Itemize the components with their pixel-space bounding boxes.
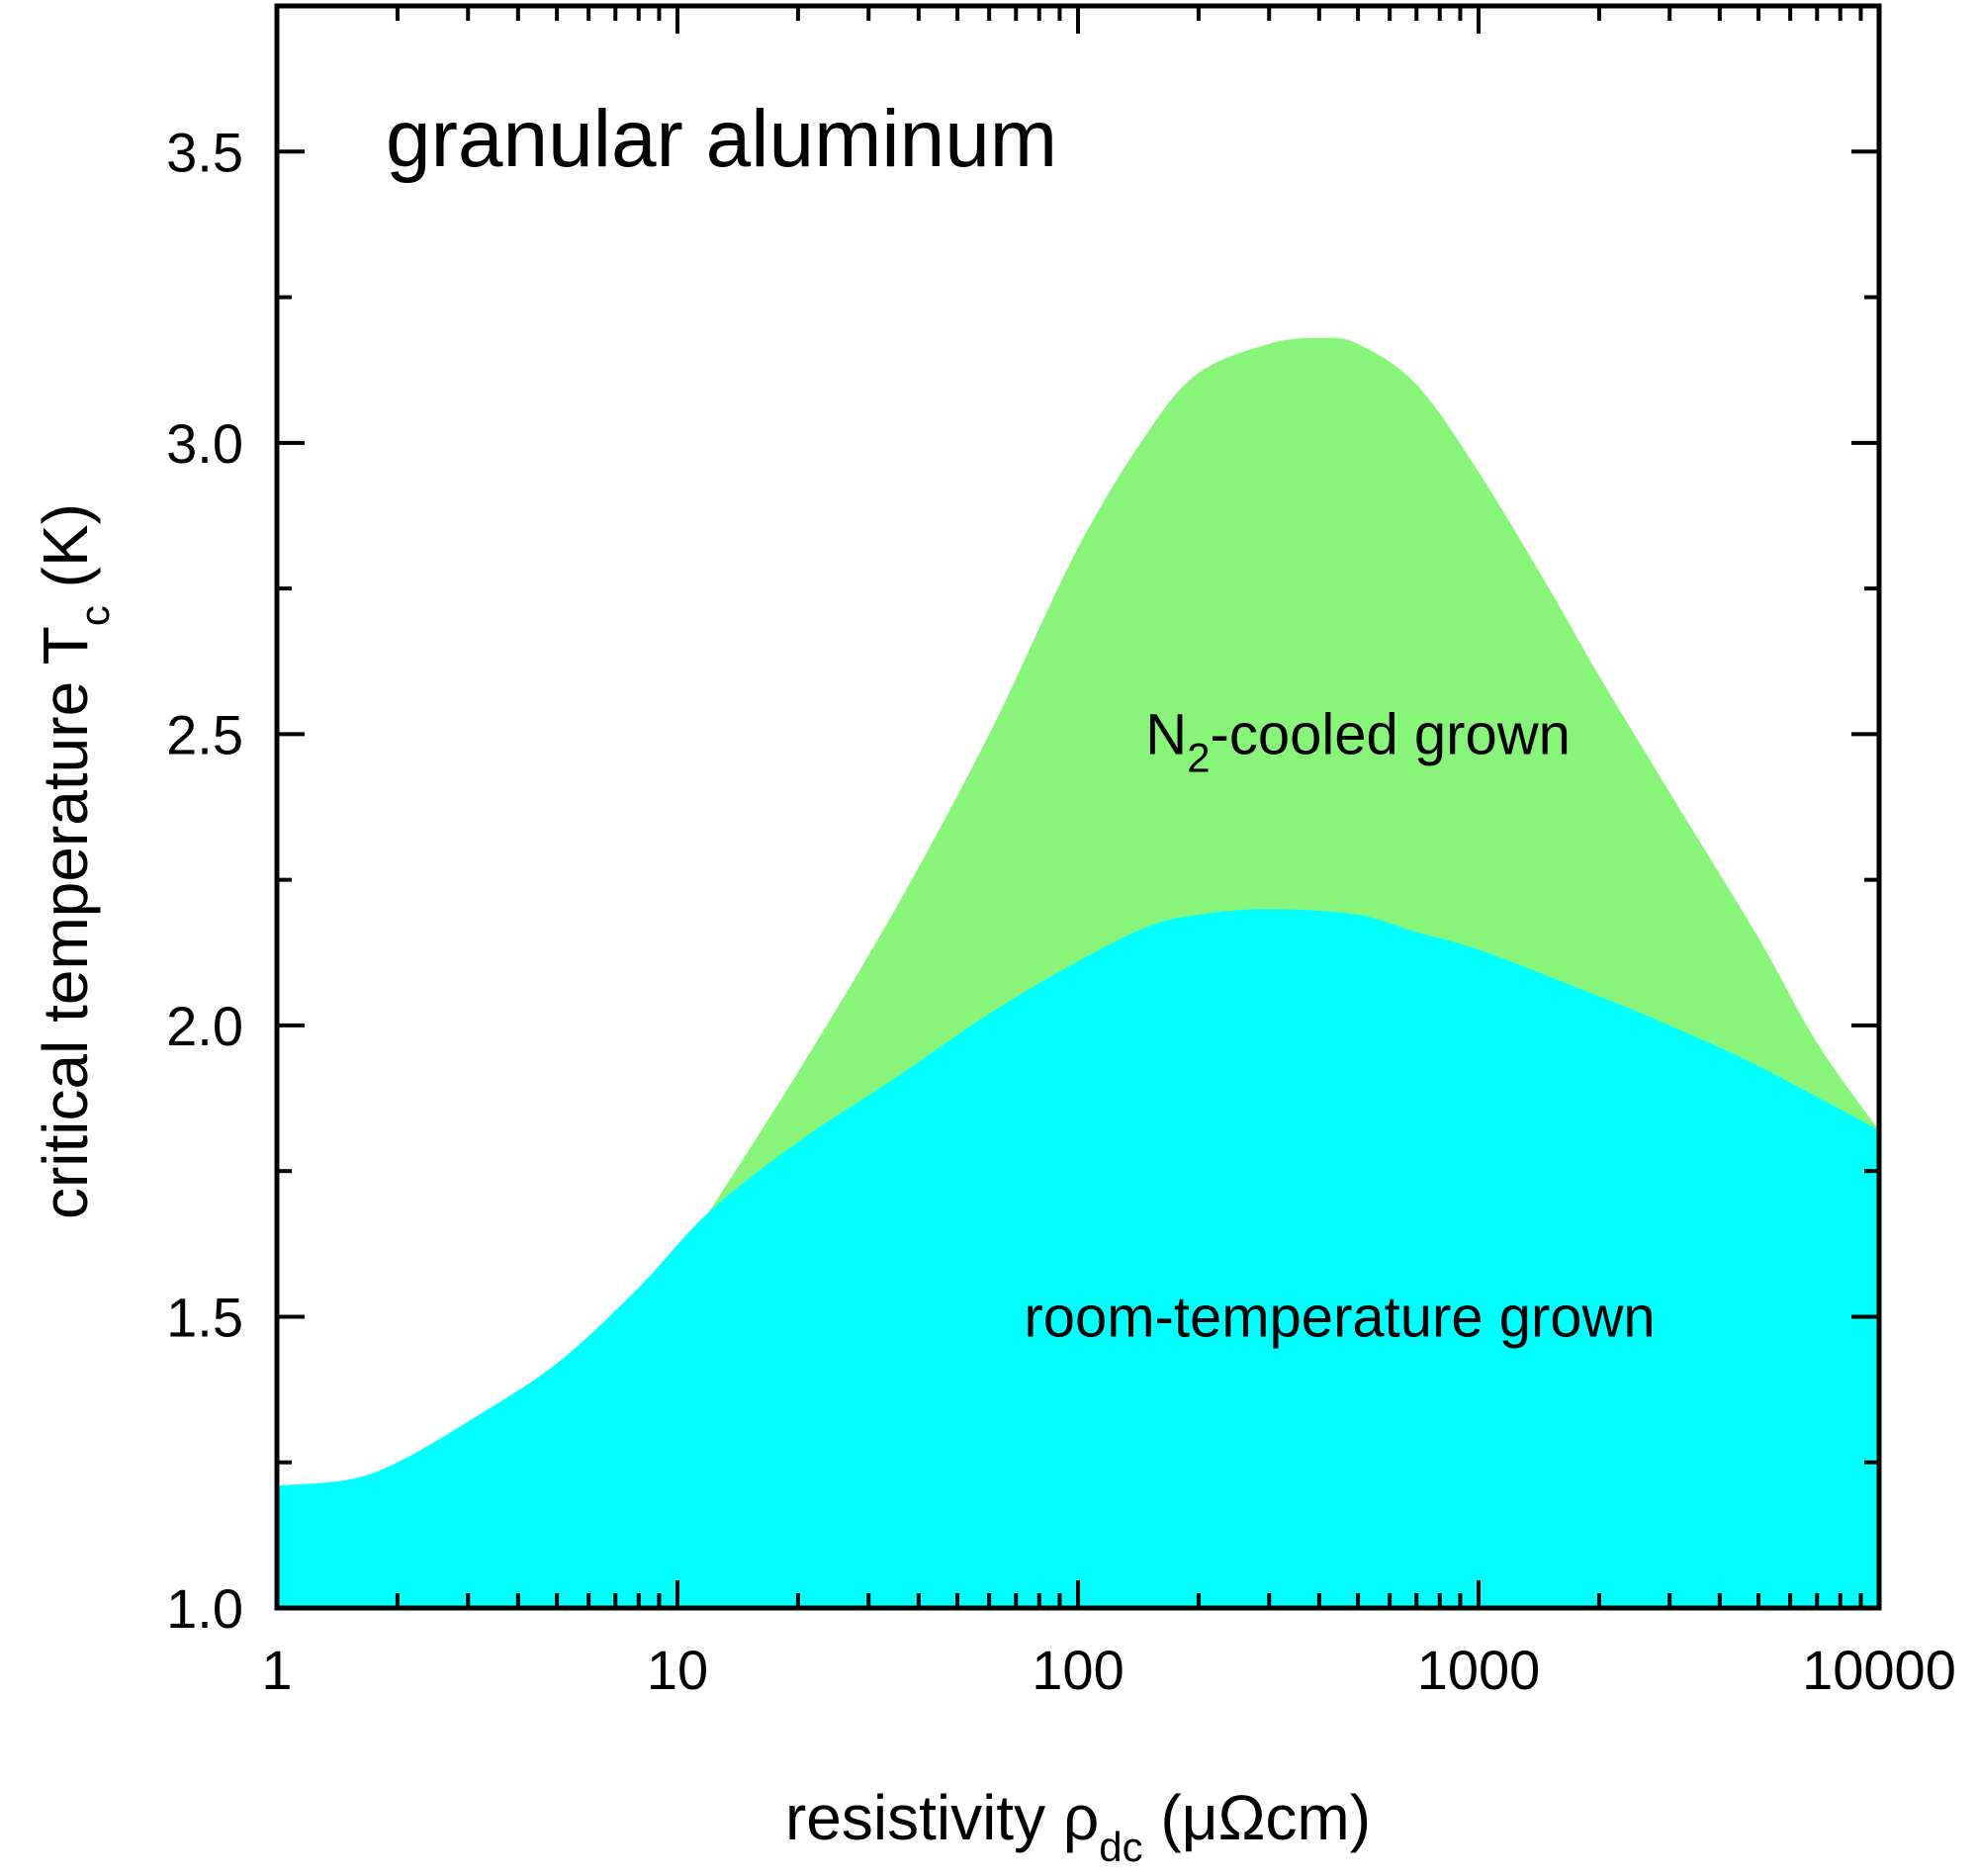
- area-series-group: [277, 337, 1879, 1609]
- y-tick-label: 2.5: [166, 703, 243, 765]
- x-tick-label: 1000: [1417, 1639, 1541, 1701]
- tick-group: [277, 4, 1879, 1608]
- y-tick-label: 1.0: [166, 1577, 243, 1640]
- area-room-temperature-grown: [277, 909, 1879, 1608]
- y-axis-title: critical temperature Tc (K): [30, 503, 118, 1219]
- x-tick-label: 1: [261, 1639, 292, 1701]
- x-tick-label: 100: [1032, 1639, 1124, 1701]
- series-label-n2-cooled: N2-cooled grown: [1145, 702, 1571, 780]
- x-tick-label: 10000: [1802, 1639, 1956, 1701]
- tick-label-group: 1 10 100 1000 10000 1.0 1.5 2.0 2.5 3.0 3.5: [166, 121, 1956, 1701]
- y-tick-label: 1.5: [166, 1286, 243, 1348]
- x-tick-label: 10: [647, 1639, 708, 1701]
- series-label-room-temperature: room-temperature grown: [1024, 1285, 1655, 1349]
- chart-title: granular aluminum: [386, 94, 1057, 184]
- x-axis-title: resistivity ρdc (μΩcm): [785, 1782, 1371, 1870]
- y-tick-label: 3.0: [166, 412, 243, 475]
- y-tick-label: 3.5: [166, 121, 243, 183]
- y-tick-label: 2.0: [166, 995, 243, 1057]
